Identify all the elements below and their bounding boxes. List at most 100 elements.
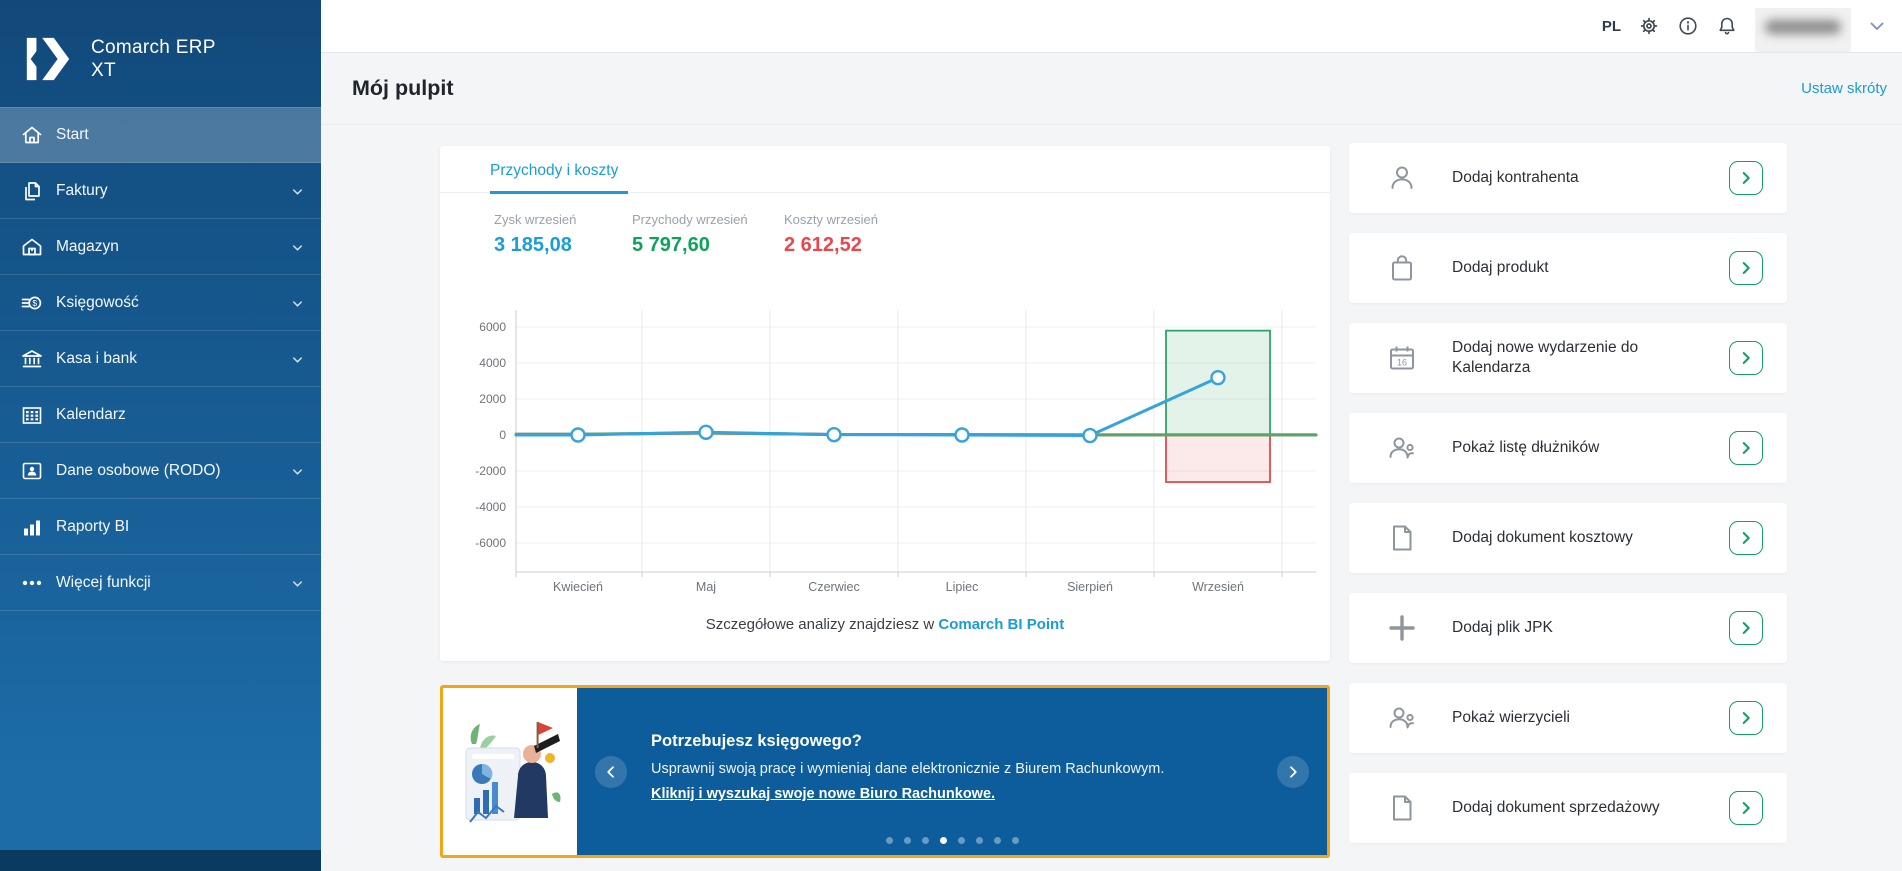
- find-accounting-office-link[interactable]: Kliknij i wyszukaj swoje nowe Biuro Rach…: [651, 786, 996, 802]
- set-shortcuts-link[interactable]: Ustaw skróty: [1801, 80, 1887, 97]
- carousel-dot[interactable]: [975, 837, 983, 844]
- cost-document-icon: [1385, 521, 1419, 555]
- banner-body: Potrzebujesz księgowego? Usprawnij swoją…: [577, 688, 1327, 855]
- svg-text:Sierpień: Sierpień: [1067, 580, 1113, 594]
- go-button[interactable]: [1729, 161, 1763, 195]
- carousel-dot[interactable]: [1011, 837, 1019, 844]
- go-button[interactable]: [1729, 521, 1763, 555]
- banner-description: Usprawnij swoją pracę i wymieniaj dane e…: [651, 761, 1165, 777]
- carousel-dots[interactable]: [880, 837, 1024, 844]
- stat-przychody: Przychody wrzesień 5 797,60: [632, 212, 748, 256]
- comarch-logo-icon: [19, 33, 77, 85]
- tab-przychody-i-koszty[interactable]: Przychody i koszty: [490, 146, 629, 194]
- svg-text:Lipiec: Lipiec: [946, 580, 979, 594]
- brand[interactable]: Comarch ERP XT: [0, 0, 321, 96]
- id-card-icon: [20, 459, 44, 483]
- go-button[interactable]: [1729, 431, 1763, 465]
- carousel-dot[interactable]: [993, 837, 1001, 844]
- sidebar-item-kalendarz[interactable]: Kalendarz: [0, 387, 321, 443]
- sales-document-icon: [1385, 791, 1419, 825]
- sidebar-item-wiecej-funkcji[interactable]: Więcej funkcji: [0, 555, 321, 611]
- action-dodaj-dokument-sprzedazowy[interactable]: Dodaj dokument sprzedażowy: [1349, 773, 1787, 843]
- plus-icon: [1385, 611, 1419, 645]
- debtors-icon: [1385, 431, 1419, 465]
- go-button[interactable]: [1729, 611, 1763, 645]
- bar-chart-icon: [20, 515, 44, 539]
- svg-text:-2000: -2000: [475, 464, 506, 478]
- carousel-dot[interactable]: [939, 837, 947, 844]
- chevron-down-icon: [291, 297, 304, 310]
- sidebar-item-dane-osobowe-rodo[interactable]: Dane osobowe (RODO): [0, 443, 321, 499]
- svg-text:0: 0: [499, 428, 506, 442]
- user-menu-chevron-icon[interactable]: [1868, 17, 1886, 35]
- sidebar-item-start[interactable]: Start: [0, 107, 321, 163]
- income-costs-card: Przychody i koszty Zysk wrzesień 3 185,0…: [440, 146, 1330, 661]
- chevron-down-icon: [291, 465, 304, 478]
- info-icon[interactable]: [1677, 15, 1699, 37]
- carousel-prev-button[interactable]: [595, 755, 627, 788]
- stat-zysk: Zysk wrzesień 3 185,08: [494, 212, 577, 256]
- calendar-event-icon: 16: [1385, 341, 1419, 375]
- banner-title: Potrzebujesz księgowego?: [651, 732, 862, 750]
- go-button[interactable]: [1729, 791, 1763, 825]
- chevron-down-icon: [291, 577, 304, 590]
- sidebar-item-ksiegowosc[interactable]: $ Księgowość: [0, 275, 321, 331]
- svg-text:-4000: -4000: [475, 500, 506, 514]
- svg-text:16: 16: [1397, 358, 1407, 368]
- language-selector[interactable]: PL: [1601, 17, 1621, 35]
- carousel-next-button[interactable]: [1277, 755, 1309, 788]
- accountant-illustration: [443, 688, 577, 855]
- svg-text:$: $: [32, 298, 37, 308]
- promo-banner: Potrzebujesz księgowego? Usprawnij swoją…: [440, 685, 1330, 858]
- card-tabs: Przychody i koszty: [440, 146, 1330, 194]
- action-dodaj-plik-jpk[interactable]: Dodaj plik JPK: [1349, 593, 1787, 663]
- svg-text:-6000: -6000: [475, 536, 506, 550]
- chart-footer: Szczegółowe analizy znajdziesz w Comarch…: [705, 616, 1065, 633]
- topbar: PL: [321, 0, 1902, 53]
- sidebar-item-faktury[interactable]: Faktury: [0, 163, 321, 219]
- svg-text:4000: 4000: [479, 356, 506, 370]
- page-title: Mój pulpit: [352, 76, 454, 100]
- sidebar: Comarch ERP XT Start Faktury: [0, 0, 321, 871]
- more-dots-icon: [20, 571, 44, 595]
- add-product-icon: [1385, 251, 1419, 285]
- chevron-down-icon: [291, 185, 304, 198]
- action-dodaj-dokument-kosztowy[interactable]: Dodaj dokument kosztowy: [1349, 503, 1787, 573]
- creditors-icon: [1385, 701, 1419, 735]
- sidebar-menu: Start Faktury Magazyn: [0, 107, 321, 611]
- banner-text: Potrzebujesz księgowego? Usprawnij swoją…: [651, 732, 1164, 803]
- action-dodaj-produkt[interactable]: Dodaj produkt: [1349, 233, 1787, 303]
- go-button[interactable]: [1729, 341, 1763, 375]
- svg-text:Czerwiec: Czerwiec: [808, 580, 859, 594]
- sidebar-item-raporty-bi[interactable]: Raporty BI: [0, 499, 321, 555]
- sidebar-item-magazyn[interactable]: Magazyn: [0, 219, 321, 275]
- svg-text:Wrzesień: Wrzesień: [1192, 580, 1244, 594]
- income-costs-chart: 6000 4000 2000 0 -2000 -4000 -6000 Kwiecień Maj C…: [475, 310, 1318, 594]
- action-pokaz-wierzycieli[interactable]: Pokaż wierzycieli: [1349, 683, 1787, 753]
- go-button[interactable]: [1729, 701, 1763, 735]
- settings-icon[interactable]: [1638, 15, 1660, 37]
- action-dodaj-kontrahenta[interactable]: Dodaj kontrahenta: [1349, 143, 1787, 213]
- bank-icon: [20, 347, 44, 371]
- quick-actions-panel: Dodaj kontrahenta Dodaj produkt 16 Dodaj…: [1349, 143, 1787, 843]
- carousel-dot[interactable]: [957, 837, 965, 844]
- comarch-bi-point-link[interactable]: Comarch BI Point: [938, 616, 1065, 633]
- carousel-dot[interactable]: [903, 837, 911, 844]
- home-icon: [20, 123, 44, 147]
- sidebar-item-kasa-i-bank[interactable]: Kasa i bank: [0, 331, 321, 387]
- warehouse-icon: [20, 235, 44, 259]
- chevron-down-icon: [291, 241, 304, 254]
- action-pokaz-liste-dluznikow[interactable]: Pokaż listę dłużników: [1349, 413, 1787, 483]
- brand-text: Comarch ERP XT: [91, 36, 216, 81]
- go-button[interactable]: [1729, 251, 1763, 285]
- svg-text:2000: 2000: [479, 392, 506, 406]
- invoice-icon: [20, 179, 44, 203]
- notifications-icon[interactable]: [1716, 15, 1738, 37]
- user-name-blurred[interactable]: [1755, 8, 1851, 52]
- carousel-dot[interactable]: [921, 837, 929, 844]
- calendar-icon: [20, 403, 44, 427]
- stats-row: Zysk wrzesień 3 185,08 Przychody wrzesie…: [440, 212, 1330, 272]
- stat-koszty: Koszty wrzesień 2 612,52: [784, 212, 878, 256]
- carousel-dot[interactable]: [885, 837, 893, 844]
- action-dodaj-wydarzenie-kalendarz[interactable]: 16 Dodaj nowe wydarzenie do Kalendarza: [1349, 323, 1787, 393]
